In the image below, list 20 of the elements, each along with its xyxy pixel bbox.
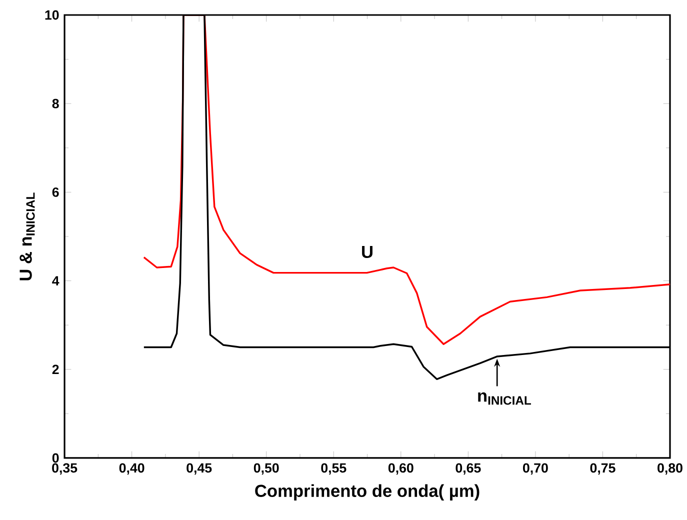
x-tick-label: 0,65 [456, 463, 481, 475]
y-tick-label: 8 [52, 98, 59, 108]
x-tick-label: 0,35 [52, 463, 78, 475]
x-tick-label: 0,45 [186, 463, 212, 475]
x-tick-label: 0,70 [522, 463, 548, 475]
x-tick-label: 0,55 [321, 463, 346, 475]
y-tick-label: 10 [45, 10, 59, 20]
y-axis-title: U & n$_{INICIAL}$ [20, 192, 35, 280]
x-tick-label: 0,75 [590, 463, 616, 475]
y-tick-label: 2 [52, 364, 59, 374]
y-tick-label: 0 [52, 453, 59, 463]
x-tick-label: 0,80 [658, 463, 682, 475]
legend-label: n$_{INICIAL}$ [478, 392, 531, 405]
y-tick-label: 4 [52, 276, 60, 286]
x-axis-title: Comprimento de onda( µm) [255, 484, 480, 500]
x-tick-label: 0,50 [254, 463, 279, 475]
y-tick-label: 6 [52, 187, 59, 197]
x-tick-label: 0,40 [119, 463, 144, 475]
x-tick-label: 0,60 [388, 463, 414, 475]
series-label: U [362, 246, 372, 258]
